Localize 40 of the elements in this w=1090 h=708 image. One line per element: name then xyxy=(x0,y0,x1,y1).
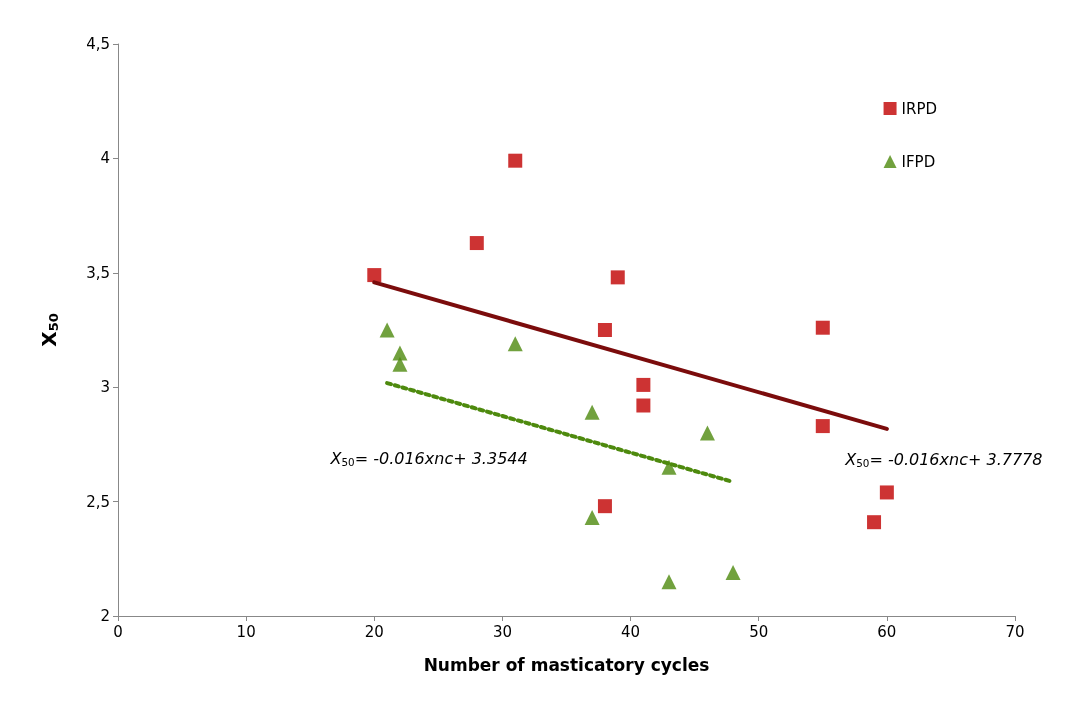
y-axis-title: X50 xyxy=(37,313,61,347)
point xyxy=(815,320,830,335)
x-tick-label: 10 xyxy=(236,622,256,641)
x-axis-title: Number of masticatory cycles xyxy=(423,654,710,675)
point xyxy=(867,515,882,530)
x-tick-label: 60 xyxy=(877,622,897,641)
point xyxy=(636,377,651,392)
point xyxy=(661,574,677,590)
x-tick-label: 40 xyxy=(621,622,641,641)
point xyxy=(699,425,715,441)
point xyxy=(879,485,894,500)
point xyxy=(815,419,830,434)
y-tick-label: 3 xyxy=(100,378,110,397)
legend-label: IRPD xyxy=(901,99,938,118)
point xyxy=(507,336,523,352)
x-tick-label: 20 xyxy=(364,622,384,641)
x-tick-label: 50 xyxy=(749,622,769,641)
point xyxy=(379,322,395,338)
legend-label: IFPD xyxy=(901,152,936,171)
y-tick-label: 2 xyxy=(100,607,110,625)
point xyxy=(597,323,612,337)
point xyxy=(469,236,484,251)
x-tick-label: 0 xyxy=(113,622,123,641)
annotation: X50= -0.016xnc+ 3.7778 xyxy=(844,450,1043,470)
y-tick-label: 3,5 xyxy=(86,263,110,282)
x-tick-label: 30 xyxy=(492,622,512,641)
annotation: X50= -0.016xnc+ 3.3544 xyxy=(329,448,528,468)
point xyxy=(725,565,741,581)
y-tick-label: 2,5 xyxy=(86,492,110,511)
y-tick-label: 4,5 xyxy=(86,35,110,53)
x-tick-label: 70 xyxy=(1005,622,1025,641)
point xyxy=(610,270,625,285)
point xyxy=(584,404,600,420)
point xyxy=(636,398,651,413)
point xyxy=(367,268,382,283)
point xyxy=(508,153,523,168)
point xyxy=(584,510,600,526)
point xyxy=(392,356,408,372)
y-tick-label: 4 xyxy=(100,149,110,168)
point xyxy=(597,499,612,514)
